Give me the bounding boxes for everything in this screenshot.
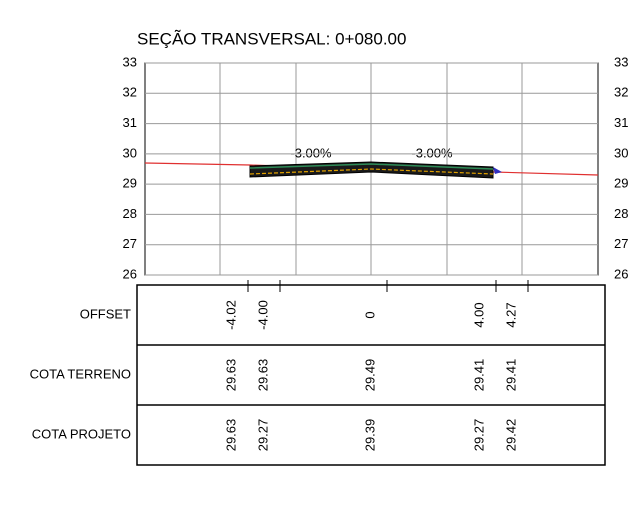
cell-value: 29.49 [362,359,377,392]
cell-value: 29.63 [223,419,238,452]
cell-value: 4.00 [471,302,486,327]
title: SEÇÃO TRANSVERSAL: 0+080.00 [137,29,406,48]
row-label: COTA PROJETO [32,426,131,441]
cell-value: 4.27 [503,302,518,327]
cell-value: 0 [362,311,377,318]
y-tick-label: 33 [123,54,137,69]
y-tick-label-right: 28 [614,206,628,221]
y-tick-label-right: 26 [614,266,628,281]
y-tick-label: 32 [123,85,137,100]
cell-value: 29.41 [471,359,486,392]
y-tick-label-right: 32 [614,85,628,100]
row-label: COTA TERRENO [30,366,131,381]
cell-value: 29.63 [255,359,270,392]
y-tick-label-right: 31 [614,115,628,130]
cell-value: 29.41 [503,359,518,392]
y-tick-label: 29 [123,176,137,191]
y-tick-label-right: 30 [614,145,628,160]
cell-value: 29.63 [223,359,238,392]
y-tick-label-right: 27 [614,236,628,251]
slope-label: -3.00% [411,145,453,160]
y-tick-label-right: 29 [614,176,628,191]
cell-value: 29.39 [362,419,377,452]
cell-value: 29.42 [503,419,518,452]
cell-value: 29.27 [471,419,486,452]
base-layer [249,168,494,175]
y-tick-label: 30 [123,145,137,160]
edge-marker [493,167,502,174]
cell-value: 29.27 [255,419,270,452]
y-tick-label: 26 [123,266,137,281]
row-label: OFFSET [80,306,131,321]
cell-value: -4.02 [223,300,238,330]
y-tick-label-right: 33 [614,54,628,69]
slope-label: -3.00% [290,145,332,160]
surface-layer [249,163,494,170]
y-tick-label: 27 [123,236,137,251]
cell-value: -4.00 [255,300,270,330]
table-frame [136,284,606,466]
y-tick-label: 28 [123,206,137,221]
y-tick-label: 31 [123,115,137,130]
